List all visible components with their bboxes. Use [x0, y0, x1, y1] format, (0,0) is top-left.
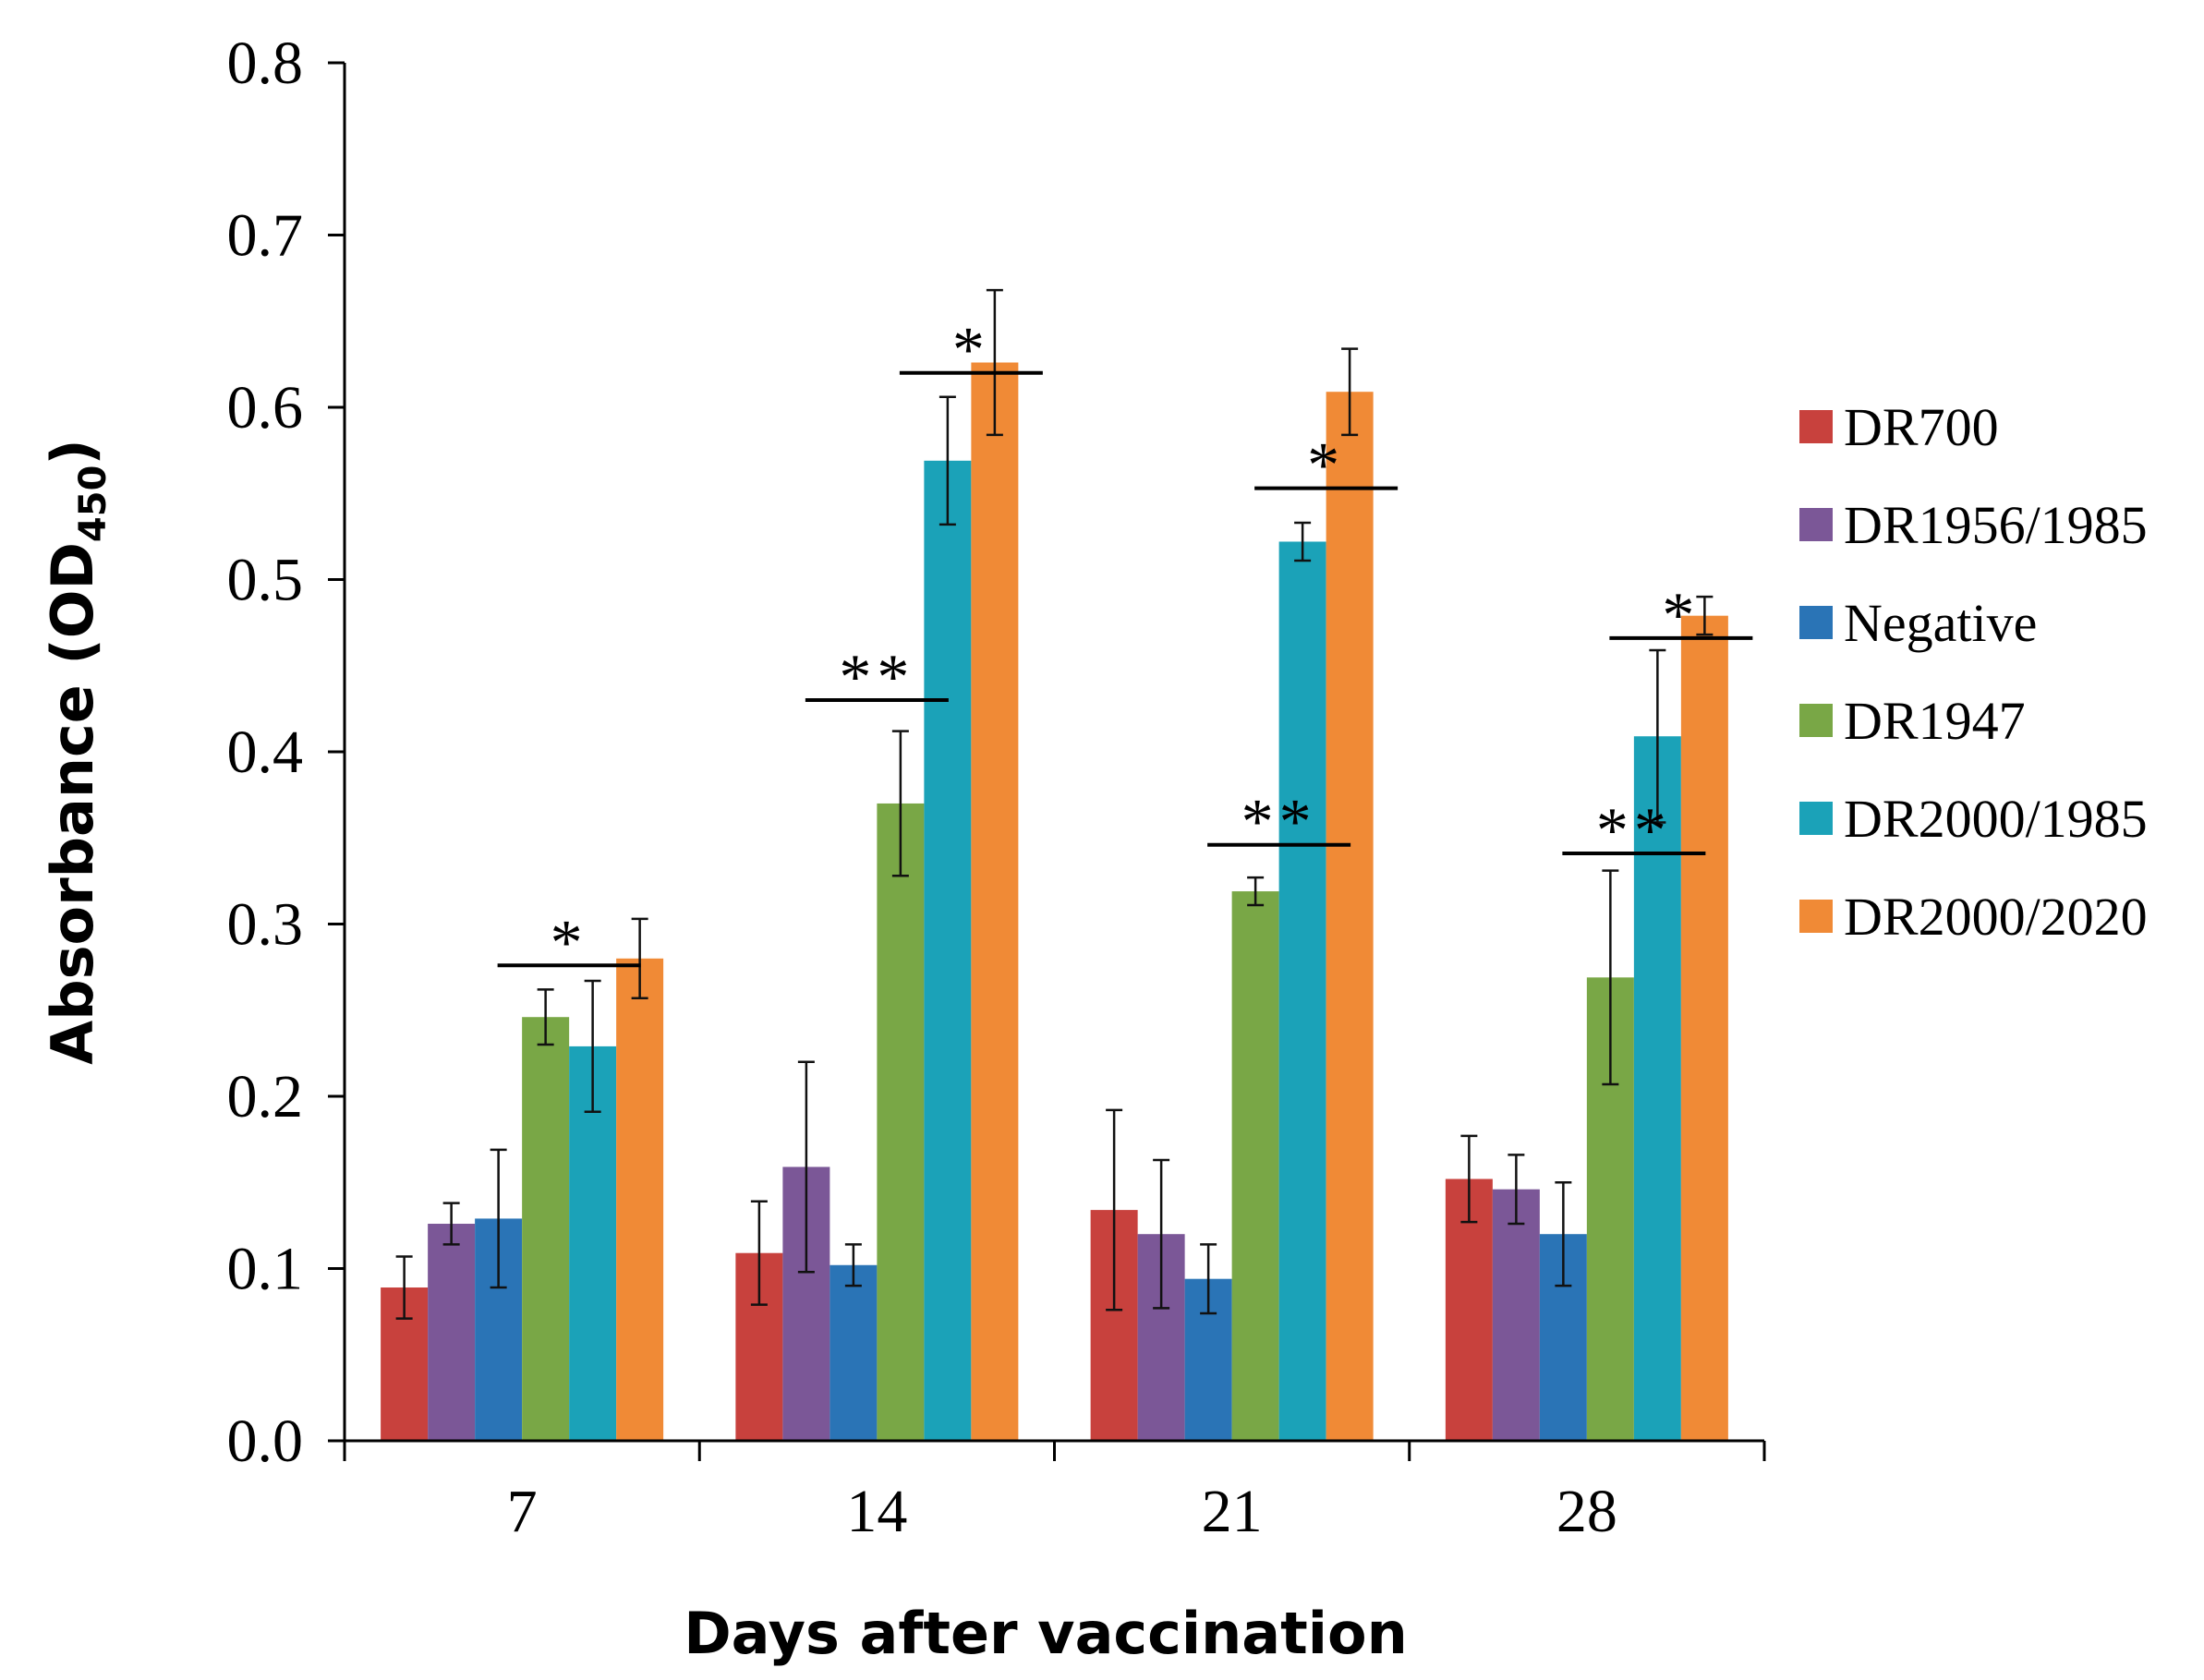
error-bar: [1200, 1243, 1217, 1315]
error-bar: [891, 730, 909, 877]
bar-dr1956-1985-day-28: [1492, 1189, 1540, 1441]
y-tick-label: 0.5: [227, 547, 304, 614]
legend: DR700 DR1956/1985 Negative DR1947 DR2000/198…: [1799, 397, 2148, 947]
y-tick-label: 0.3: [227, 891, 304, 959]
legend-label: DR1947: [1844, 691, 2026, 751]
error-bar: [1460, 1134, 1478, 1224]
x-tick-label: 28: [1556, 1478, 1617, 1545]
error-bar: [1341, 347, 1359, 437]
error-bar: [1602, 869, 1619, 1086]
significance-marker: *: [497, 907, 641, 978]
legend-label: DR700: [1844, 397, 1999, 457]
legend-swatch: [1799, 802, 1833, 835]
error-bar: [939, 395, 956, 526]
legend-swatch: [1799, 704, 1833, 737]
error-bar: [395, 1255, 413, 1320]
bars: [381, 362, 1728, 1442]
bar-dr2000-1985-day-21: [1278, 541, 1326, 1441]
significance-label: **: [839, 642, 914, 713]
legend-swatch: [1799, 508, 1833, 541]
significance-label: *: [952, 315, 990, 386]
legend-swatch: [1799, 900, 1833, 933]
significance-label: *: [1662, 580, 1700, 651]
y-tick-label: 0.7: [227, 202, 304, 270]
error-bar: [750, 1200, 768, 1306]
bar-dr1956-1985-day-7: [428, 1224, 476, 1441]
legend-item: DR700: [1799, 397, 1999, 457]
error-bar: [1294, 521, 1312, 562]
error-bar: [537, 988, 554, 1046]
x-tick-label: 14: [846, 1478, 907, 1545]
x-axis-title: Days after vaccination: [684, 1600, 1408, 1667]
legend-item: DR2000/1985: [1799, 789, 2148, 849]
y-axis-title-close: ): [39, 439, 106, 465]
significance-label: **: [1241, 787, 1317, 858]
x-axis-ticks: 7 14 21 28: [343, 1441, 1766, 1545]
bar-dr1947-day-7: [522, 1017, 570, 1441]
legend-item: DR1956/1985: [1799, 495, 2148, 555]
error-bar: [631, 917, 648, 999]
bar-dr2000-2020-day-21: [1326, 392, 1374, 1442]
bar-negative-day-14: [830, 1264, 878, 1441]
bar-dr2000-2020-day-7: [616, 958, 664, 1441]
error-bar: [442, 1202, 460, 1246]
significance-marker: **: [1562, 795, 1706, 866]
error-bar: [1649, 648, 1666, 824]
bar-dr2000-2020-day-14: [971, 362, 1019, 1441]
legend-swatch: [1799, 410, 1833, 443]
significance-marker: **: [805, 642, 949, 713]
significance-label: *: [551, 907, 588, 978]
significance-annotations: **********: [497, 315, 1753, 978]
significance-marker: *: [1609, 580, 1753, 651]
bar-dr2000-2020-day-28: [1680, 615, 1728, 1441]
y-axis-title-main: Absorbance (OD: [39, 542, 106, 1065]
legend-label: DR2000/2020: [1844, 887, 2148, 947]
y-tick-label: 0.4: [227, 719, 304, 786]
legend-item: Negative: [1799, 593, 2037, 653]
error-bar: [986, 288, 1003, 437]
error-bar: [1508, 1154, 1525, 1226]
x-tick-label: 21: [1202, 1478, 1263, 1545]
legend-swatch: [1799, 606, 1833, 639]
legend-label: DR2000/1985: [1844, 789, 2148, 849]
error-bar: [1247, 876, 1265, 907]
error-bar: [584, 979, 601, 1114]
error-bar: [797, 1060, 815, 1274]
y-axis-ticks: 0.0 0.1 0.2 0.3 0.4 0.5 0.6 0.7 0.8: [227, 30, 345, 1475]
y-axis-title-sub: 450: [72, 465, 115, 543]
error-bar: [1555, 1181, 1572, 1287]
y-tick-label: 0.8: [227, 30, 304, 97]
significance-marker: *: [1254, 430, 1399, 502]
significance-marker: **: [1207, 787, 1351, 858]
significance-label: **: [1596, 795, 1672, 866]
significance-marker: *: [899, 315, 1043, 386]
legend-label: DR1956/1985: [1844, 495, 2148, 555]
y-axis-title: Absorbance (OD450): [39, 439, 115, 1065]
error-bar: [490, 1148, 507, 1289]
error-bar: [1153, 1158, 1170, 1310]
error-bar: [1106, 1108, 1123, 1311]
significance-label: *: [1307, 430, 1345, 502]
y-tick-label: 0.0: [227, 1408, 304, 1475]
error-bar: [1696, 595, 1714, 636]
legend-label: Negative: [1844, 593, 2037, 653]
bar-dr2000-1985-day-14: [924, 460, 972, 1442]
y-tick-label: 0.2: [227, 1063, 304, 1130]
bar-dr1947-day-21: [1231, 891, 1279, 1441]
bar-dr1947-day-14: [877, 803, 925, 1441]
y-tick-label: 0.6: [227, 374, 304, 441]
error-bars: [395, 288, 1714, 1320]
legend-item: DR2000/2020: [1799, 887, 2148, 947]
legend-item: DR1947: [1799, 691, 2026, 751]
error-bar: [844, 1243, 862, 1287]
y-tick-label: 0.1: [227, 1236, 304, 1303]
x-tick-label: 7: [507, 1478, 538, 1545]
